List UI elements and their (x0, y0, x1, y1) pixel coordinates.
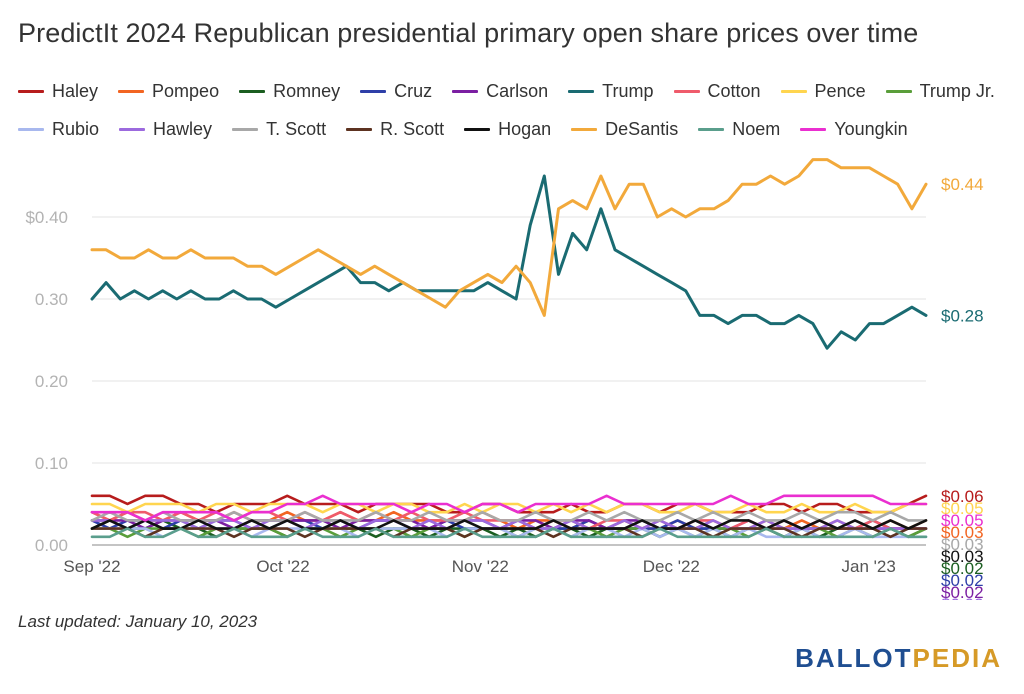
series-line (90, 174, 928, 350)
y-tick-label: 0.00 (35, 536, 68, 555)
y-tick-label: 0.20 (35, 372, 68, 391)
legend-swatch (18, 89, 44, 93)
legend-label: Romney (273, 80, 341, 101)
chart-legend: Haley Pompeo Romney Cruz Carlson Trump Cotton P… (18, 72, 1008, 148)
ballotpedia-logo: BALLOTPEDIA (795, 643, 1002, 674)
legend-item: Carlson (452, 81, 548, 102)
last-updated-note: Last updated: January 10, 2023 (18, 612, 258, 631)
legend-item: Youngkin (800, 118, 908, 140)
legend-item: Hogan (464, 119, 551, 140)
series-end-label: $0.02 (941, 583, 984, 600)
series-end-label: $0.02 (941, 571, 984, 590)
y-tick-label: $0.40 (25, 208, 68, 227)
series-end-label: $0.02 (941, 559, 984, 578)
legend-label: Cruz (394, 80, 433, 101)
legend-item: Noem (698, 119, 780, 140)
legend-item: Romney (239, 81, 340, 102)
series-end-label: $0.06 (941, 487, 984, 506)
x-tick-label: Nov '22 (452, 557, 509, 576)
chart-title: PredictIt 2024 Republican presidential p… (18, 18, 919, 48)
legend-item: Cruz (360, 81, 432, 102)
series-end-label: $0.28 (941, 306, 984, 325)
legend-item: T. Scott (232, 119, 326, 140)
legend-row: Haley Pompeo Romney Cruz Carlson Trump Cotton P… (18, 72, 1008, 110)
legend-item: Pompeo (118, 81, 219, 102)
x-tick-label: Oct '22 (256, 557, 309, 576)
series-end-label: $0.03 (941, 535, 984, 554)
legend-label: Noem (732, 118, 781, 139)
x-tick-label: Sep '22 (63, 557, 120, 576)
series-end-label: $0.05 (941, 499, 984, 518)
legend-swatch (568, 89, 595, 93)
legend-item: Trump (568, 80, 654, 102)
legend-label: Trump Jr. (919, 80, 995, 101)
legend-label: Carlson (486, 80, 549, 101)
series-line (90, 502, 928, 514)
legend-swatch (885, 89, 912, 93)
legend-label: Trump (602, 80, 654, 101)
legend-label: Pompeo (152, 80, 220, 101)
legend-label: R. Scott (380, 118, 445, 139)
series-line (90, 158, 928, 317)
legend-item: Haley (18, 81, 98, 102)
series-end-label: $0.03 (941, 523, 984, 542)
series-end-label: $0.02 (941, 595, 984, 600)
legend-item: DeSantis (571, 119, 678, 140)
legend-swatch (239, 89, 266, 93)
legend-item: Trump Jr. (885, 80, 995, 102)
line-chart: 0.00 0.10 0.20 0.30 $0.40 Sep '22 Oct '22 Nov '… (25, 158, 984, 600)
series-end-label: $0.03 (941, 547, 984, 566)
legend-swatch (346, 127, 373, 131)
legend-item: Rubio (18, 119, 99, 140)
legend-swatch (18, 127, 44, 131)
legend-label: Haley (52, 80, 99, 101)
series-end-label: $0.05 (941, 511, 984, 530)
legend-item: Cotton (673, 80, 761, 102)
logo-part-pedia: PEDIA (912, 643, 1002, 673)
legend-swatch (232, 127, 259, 131)
y-tick-label: 0.10 (35, 454, 68, 473)
legend-swatch (698, 127, 725, 131)
legend-swatch (800, 127, 827, 131)
legend-item: R. Scott (346, 119, 444, 140)
x-tick-label: Dec '22 (643, 557, 700, 576)
legend-label: Pence (814, 80, 866, 101)
series-line (90, 494, 928, 522)
legend-item: Hawley (119, 119, 212, 140)
legend-swatch (452, 89, 479, 93)
legend-label: Rubio (52, 118, 100, 139)
logo-part-ballot: BALLOT (795, 643, 913, 673)
y-tick-label: 0.30 (35, 290, 68, 309)
series-line (90, 527, 928, 539)
legend-label: T. Scott (266, 118, 327, 139)
legend-swatch (119, 127, 146, 131)
legend-swatch (118, 89, 145, 93)
legend-swatch (360, 89, 387, 93)
legend-row: Rubio Hawley T. Scott R. Scott Hogan DeSantis… (18, 110, 1008, 148)
legend-label: Hogan (498, 118, 552, 139)
legend-swatch (780, 89, 807, 93)
series-end-label: $0.44 (941, 175, 984, 194)
legend-swatch (464, 127, 491, 131)
legend-label: DeSantis (605, 118, 679, 139)
legend-item: Pence (780, 80, 866, 102)
legend-swatch (571, 127, 598, 131)
legend-label: Youngkin (834, 118, 908, 139)
series-line (90, 510, 928, 522)
legend-label: Hawley (153, 118, 213, 139)
legend-label: Cotton (707, 80, 761, 101)
legend-swatch (673, 89, 700, 93)
x-tick-label: Jan '23 (842, 557, 896, 576)
